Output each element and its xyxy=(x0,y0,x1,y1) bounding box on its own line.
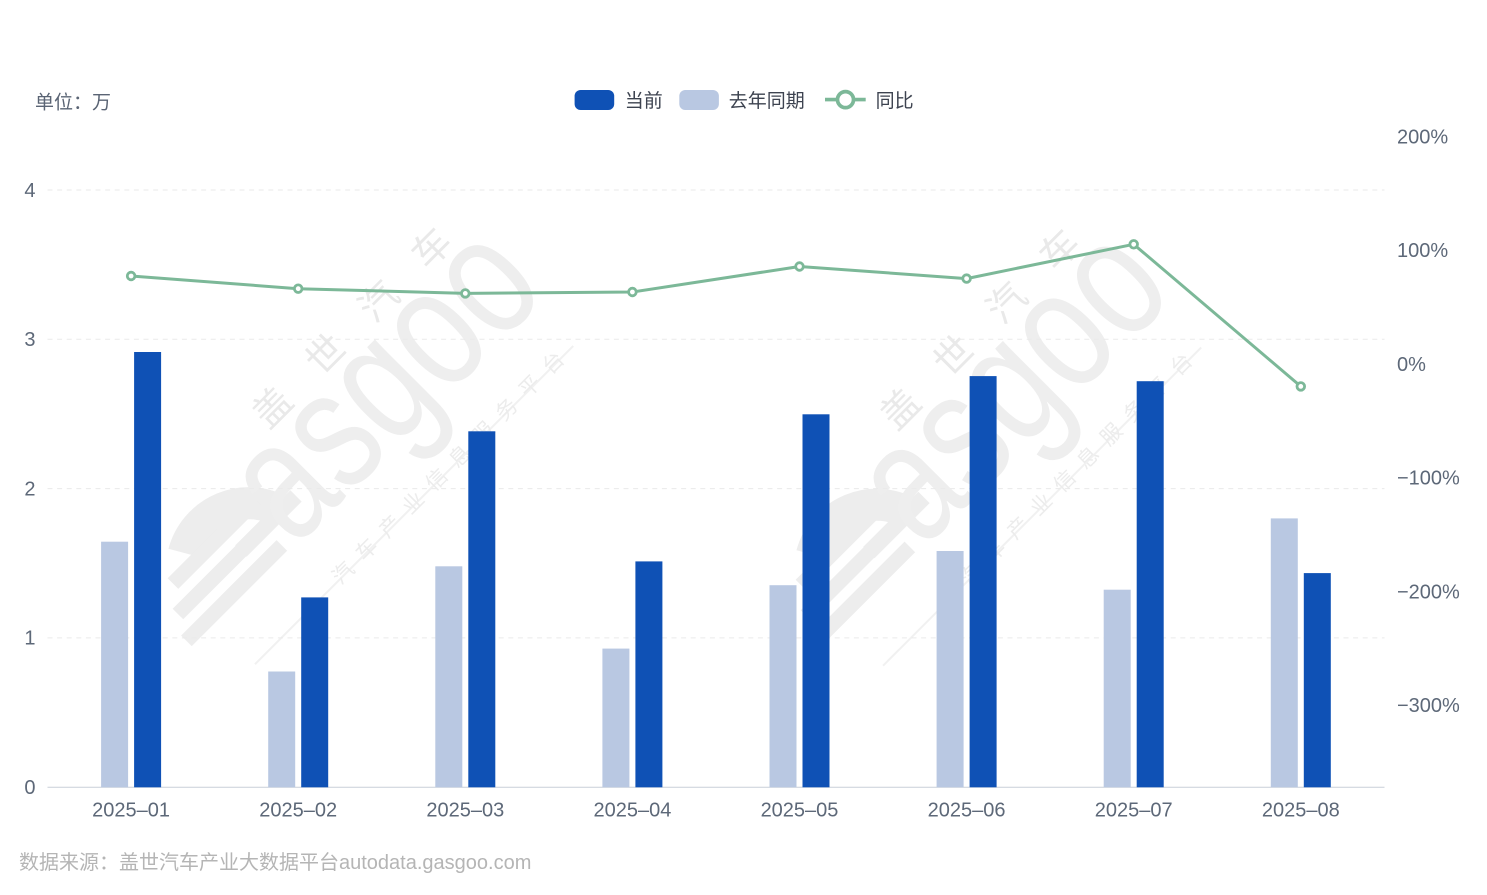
svg-text:2025–05: 2025–05 xyxy=(761,800,839,822)
svg-text:去年同期: 去年同期 xyxy=(729,90,805,112)
svg-text:0%: 0% xyxy=(1397,354,1426,376)
svg-text:同比: 同比 xyxy=(876,90,914,112)
svg-text:2025–04: 2025–04 xyxy=(593,800,671,822)
svg-text:−300%: −300% xyxy=(1397,695,1460,717)
svg-text:2025–08: 2025–08 xyxy=(1262,800,1340,822)
svg-text:1: 1 xyxy=(24,628,35,650)
svg-text:2025–07: 2025–07 xyxy=(1095,800,1173,822)
svg-text:100%: 100% xyxy=(1397,240,1448,262)
svg-text:单位：万: 单位：万 xyxy=(35,92,111,114)
svg-text:4: 4 xyxy=(24,180,35,202)
svg-text:2025–02: 2025–02 xyxy=(259,800,337,822)
svg-text:−100%: −100% xyxy=(1397,468,1460,490)
svg-text:2: 2 xyxy=(24,478,35,500)
svg-text:200%: 200% xyxy=(1397,127,1448,149)
svg-text:2025–01: 2025–01 xyxy=(92,800,170,822)
svg-text:数据来源：盖世汽车产业大数据平台autodata.gasgo: 数据来源：盖世汽车产业大数据平台autodata.gasgoo.com xyxy=(19,851,531,874)
svg-text:−200%: −200% xyxy=(1397,581,1460,603)
svg-text:2025–06: 2025–06 xyxy=(928,800,1006,822)
svg-text:2025–03: 2025–03 xyxy=(426,800,504,822)
svg-text:当前: 当前 xyxy=(625,90,663,112)
svg-text:3: 3 xyxy=(24,329,35,351)
svg-text:0: 0 xyxy=(24,777,35,799)
